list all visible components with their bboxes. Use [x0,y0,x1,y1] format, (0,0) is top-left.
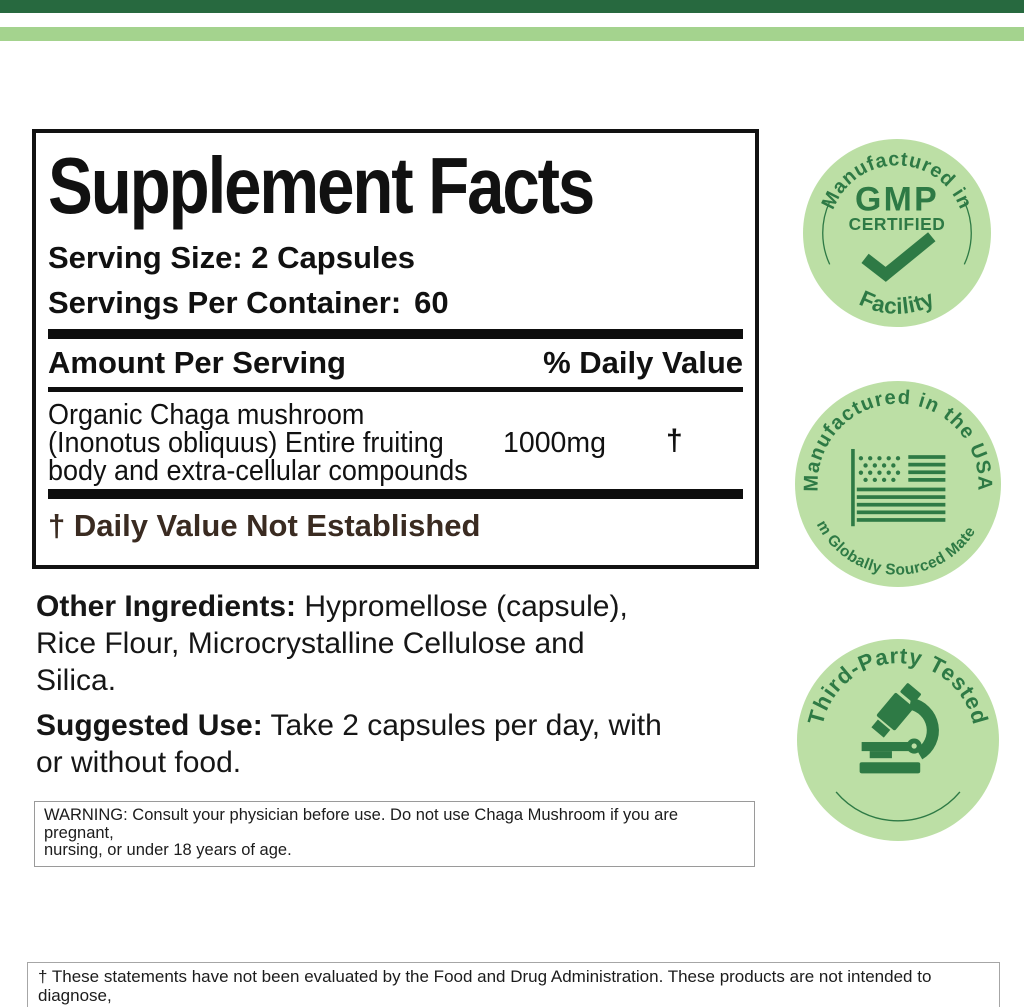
checkmark-icon [861,232,936,282]
badge-circle [803,139,991,327]
daily-value-footnote: † Daily Value Not Established [48,508,481,543]
serving-size: Serving Size: 2 Capsules [48,240,415,275]
suggested-use: Suggested Use: Take 2 capsules per day, … [36,709,662,779]
servings-value: 60 [414,285,449,320]
warning-line2: nursing, or under 18 years of age. [44,841,292,859]
divider-medium [48,387,743,392]
panel-title: Supplement Facts [48,141,595,230]
suggested-use-label: Suggested Use: [36,709,263,742]
divider-thick [48,329,743,339]
table-header: Amount Per Serving % Daily Value [48,346,743,380]
made-in-usa-badge: Manufactured in the USA [795,381,1001,587]
top-bar-dark [0,0,1024,13]
divider-thick [48,489,743,499]
badge-bottom-arc [835,791,961,822]
other-ingredients: Other Ingredients: Hypromellose (capsule… [36,590,628,697]
badge-circle [797,639,999,841]
warning-box: WARNING: Consult your physician before u… [34,801,755,867]
fda-line2: treat, cure, or prevent any disease. [38,1005,989,1007]
gmp-certified-badge: Manufactured in GMP CERTIFIED Facility [803,139,991,327]
third-party-tested-badge: Third-Party Tested [797,639,999,841]
other-ingredients-label: Other Ingredients: [36,590,297,623]
badge-side-arc [822,201,831,265]
badge-circle [795,381,1001,587]
fda-disclaimer-box: † These statements have not been evaluat… [27,962,1000,1007]
supplement-facts-panel: Supplement Facts Serving Size: 2 Capsule… [32,129,759,569]
certified-text: CERTIFIED [849,214,946,234]
servings-per-container: Servings Per Container: 60 [48,286,743,320]
servings-label: Servings Per Container: [48,285,402,320]
warning-line1: WARNING: Consult your physician before u… [44,806,679,842]
microscope-icon [859,683,939,774]
gmp-text: GMP [855,180,939,218]
badge-side-arc [963,201,972,265]
ingredient-row: Organic Chaga mushroom (Inonotus obliquu… [48,399,743,487]
top-bar-light [0,27,1024,41]
ingredient-daily-value: † [666,424,683,457]
daily-value-header: % Daily Value [543,345,743,380]
amount-per-serving-header: Amount Per Serving [48,345,346,380]
usa-flag-icon [851,448,946,527]
fda-line1: † These statements have not been evaluat… [38,967,932,1005]
ingredient-amount: 1000mg [503,427,606,459]
ingredient-name: Organic Chaga mushroom (Inonotus obliquu… [48,399,468,487]
